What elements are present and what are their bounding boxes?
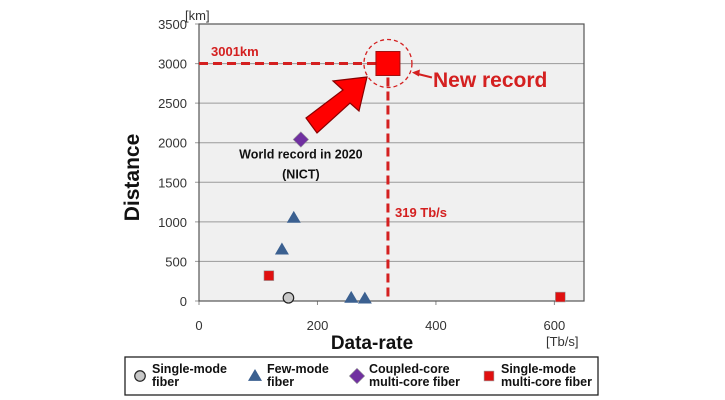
data-point xyxy=(292,131,310,148)
x-tick-label: 400 xyxy=(425,318,447,333)
legend-label: fiber xyxy=(152,375,179,389)
y-tick-label: 2500 xyxy=(158,96,187,111)
data-point xyxy=(263,270,275,281)
legend-marker-circle xyxy=(134,370,146,382)
y-unit: [km] xyxy=(185,8,210,23)
data-point xyxy=(357,291,372,304)
x-tick-label: 600 xyxy=(544,318,566,333)
y-tick-label: 2000 xyxy=(158,136,187,151)
legend-label: Single-mode xyxy=(152,362,227,376)
data-point xyxy=(286,210,301,223)
record-pointer-head xyxy=(411,69,420,77)
y-tick-label: 1000 xyxy=(158,215,187,230)
x-axis-label: Data-rate xyxy=(331,333,413,354)
legend-marker-square xyxy=(483,370,495,382)
legend-marker-diamond xyxy=(348,367,366,385)
legend-label: multi-core fiber xyxy=(501,375,592,389)
data-point xyxy=(282,291,295,304)
y-tick-label: 500 xyxy=(165,254,187,269)
data-point-record xyxy=(375,50,401,76)
legend-label: Coupled-core xyxy=(369,362,450,376)
data-point xyxy=(344,290,359,303)
x-tick-label: 200 xyxy=(307,318,329,333)
record-y-label: 3001km xyxy=(211,44,259,59)
legend-marker-triangle xyxy=(248,369,262,381)
x-tick-label: 0 xyxy=(195,318,202,333)
legend-label: fiber xyxy=(267,375,294,389)
y-axis-label: Distance xyxy=(121,134,144,222)
big-arrow-icon xyxy=(305,76,368,134)
legend-label: multi-core fiber xyxy=(369,375,460,389)
legend-label: Single-mode xyxy=(501,362,576,376)
legend-label: Few-mode xyxy=(267,362,329,376)
x-unit: [Tb/s] xyxy=(546,334,579,349)
record-label: New record xyxy=(433,69,547,92)
y-tick-label: 0 xyxy=(180,294,187,309)
data-point xyxy=(274,242,289,255)
y-tick-label: 3000 xyxy=(158,57,187,72)
record-x-label: 319 Tb/s xyxy=(395,205,447,220)
annotation-text: (NICT) xyxy=(282,168,320,182)
data-point xyxy=(555,291,566,303)
plot-border xyxy=(198,23,585,302)
annotation-text: World record in 2020 xyxy=(239,148,362,162)
y-tick-label: 1500 xyxy=(158,175,187,190)
y-tick-label: 3500 xyxy=(158,17,187,32)
record-highlight-circle xyxy=(363,38,413,89)
